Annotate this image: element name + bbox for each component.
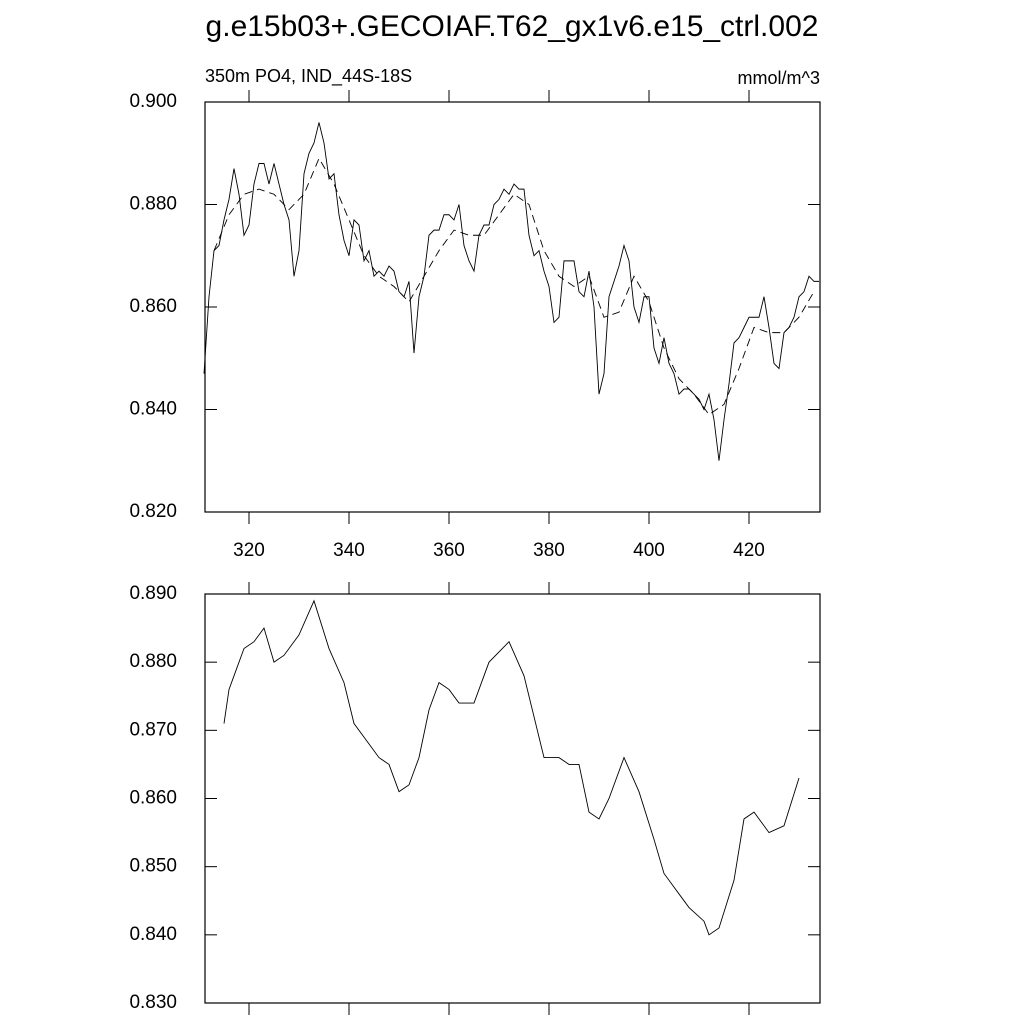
plot-frame — [204, 593, 821, 1004]
data-line — [203, 122, 819, 461]
data-line — [213, 157, 815, 416]
y-tick-label: 0.860 — [129, 296, 177, 317]
y-tick-label: 0.880 — [129, 194, 177, 215]
y-tick-label: 0.860 — [129, 788, 177, 809]
x-tick-label: 380 — [533, 540, 565, 561]
y-tick-label: 0.900 — [129, 91, 177, 112]
y-tick-label: 0.840 — [129, 399, 177, 420]
y-tick-label: 0.870 — [129, 719, 177, 740]
x-tick-label: 360 — [433, 540, 465, 561]
y-tick-label: 0.850 — [129, 856, 177, 877]
x-tick-label: 320 — [233, 540, 265, 561]
y-tick-label: 0.840 — [129, 924, 177, 945]
y-tick-label: 0.880 — [129, 651, 177, 672]
y-tick-label: 0.890 — [129, 583, 177, 604]
x-tick-label: 400 — [633, 540, 665, 561]
chart-title: g.e15b03+.GECOIAF.T62_gx1v6.e15_ctrl.002 — [206, 10, 819, 43]
y-tick-label: 0.830 — [129, 992, 177, 1013]
left-string: 350m PO4, IND_44S-18S — [205, 66, 412, 87]
plot-frame — [204, 101, 821, 513]
y-tick-label: 0.820 — [129, 501, 177, 522]
data-line — [223, 599, 800, 936]
x-tick-label: 420 — [733, 540, 765, 561]
x-tick-label: 340 — [333, 540, 365, 561]
right-string: mmol/m^3 — [738, 68, 820, 88]
